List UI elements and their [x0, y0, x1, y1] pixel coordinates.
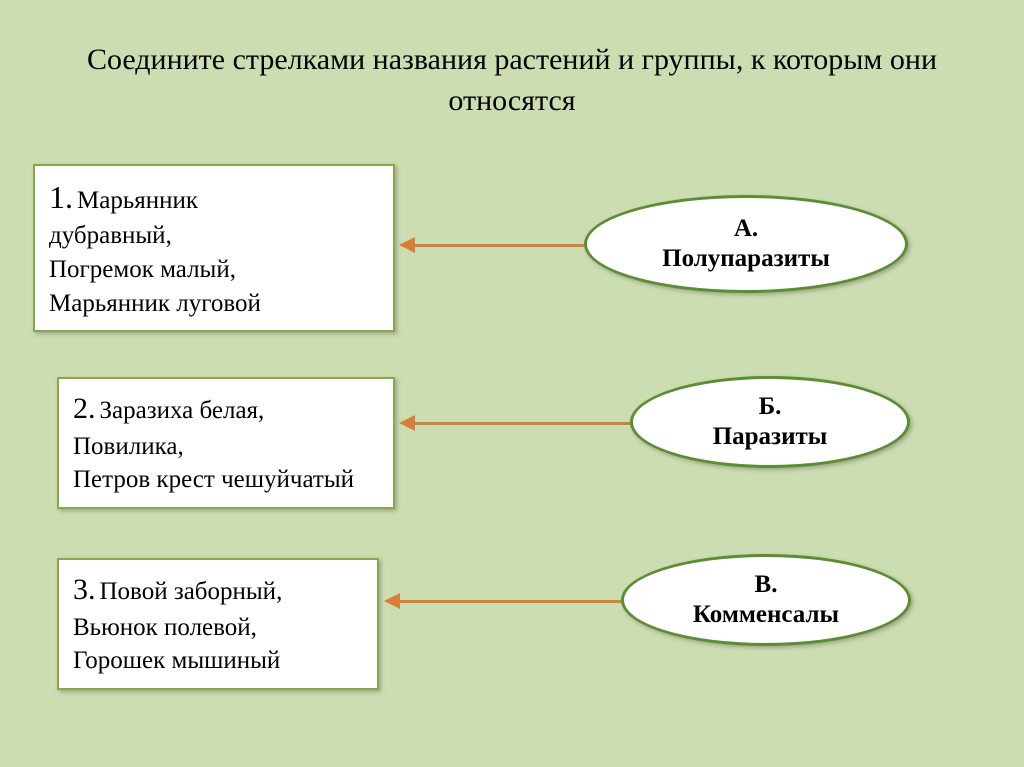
arrow-line: [413, 422, 630, 425]
oval-letter: Б.: [759, 393, 782, 420]
oval-letter: В.: [755, 571, 778, 598]
arrow-line: [398, 600, 621, 603]
group-oval-c: В. Комменсалы: [621, 554, 911, 646]
slide-title: Соедините стрелками названия растений и …: [80, 40, 944, 121]
box-first-item: Заразиха белая,: [100, 397, 265, 424]
arrow-line: [413, 244, 584, 247]
group-oval-a: А. Полупаразиты: [584, 195, 908, 293]
box-number: 3.: [73, 573, 96, 606]
plant-box-2: 2. Заразиха белая, Повилика,Петров крест…: [57, 377, 395, 509]
box-rest: дубравный,Погремок малый,Марьянник лугов…: [49, 222, 261, 317]
group-oval-b: Б. Паразиты: [630, 376, 910, 468]
oval-letter: А.: [734, 215, 758, 242]
arrow-head-icon: [399, 415, 415, 431]
oval-label: Комменсалы: [693, 601, 839, 628]
box-first-item: Марьянник: [77, 187, 198, 214]
box-first-item: Повой заборный,: [100, 578, 283, 605]
box-number: 1.: [49, 179, 73, 215]
oval-label: Паразиты: [713, 423, 828, 450]
arrow-head-icon: [399, 237, 415, 253]
box-rest: Вьюнок полевой,Горошек мышиный: [73, 614, 280, 675]
box-rest: Повилика,Петров крест чешуйчатый: [73, 433, 354, 494]
plant-box-1: 1. Марьянник дубравный,Погремок малый,Ма…: [33, 164, 395, 332]
oval-label: Полупаразиты: [662, 245, 830, 272]
box-number: 2.: [73, 392, 96, 425]
arrow-head-icon: [384, 593, 400, 609]
plant-box-3: 3. Повой заборный, Вьюнок полевой,Гороше…: [57, 558, 379, 690]
